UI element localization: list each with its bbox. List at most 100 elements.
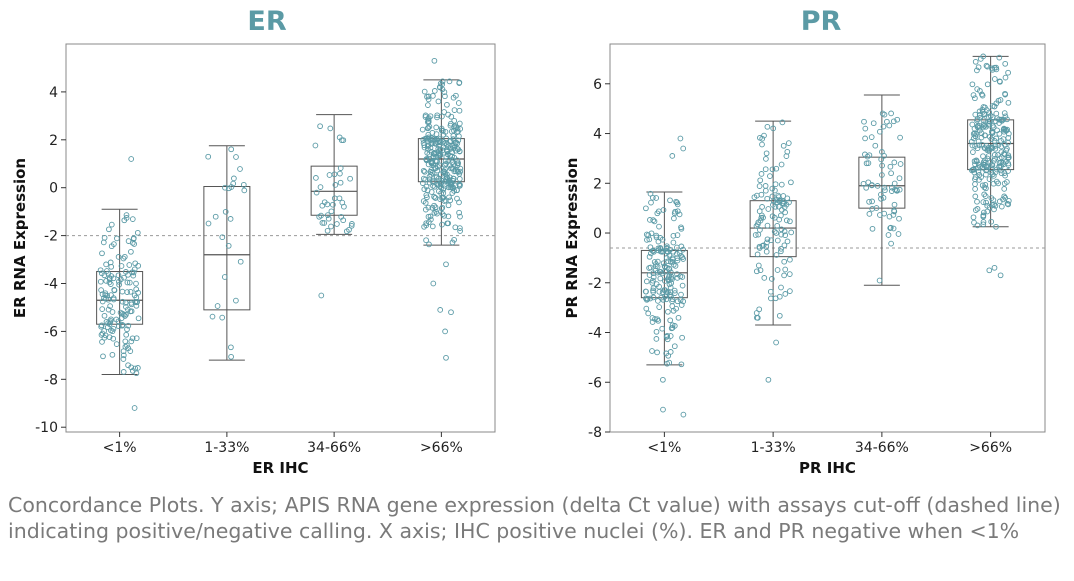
data-point <box>674 201 681 208</box>
data-point <box>969 81 976 88</box>
data-point <box>997 272 1004 279</box>
data-point <box>102 290 109 297</box>
data-point <box>994 127 1000 134</box>
data-point <box>237 166 243 172</box>
data-point <box>674 232 681 238</box>
data-point <box>773 252 780 258</box>
data-point <box>653 281 660 287</box>
data-point <box>128 308 135 315</box>
data-point <box>772 295 779 302</box>
data-point <box>431 193 437 200</box>
data-point <box>426 241 432 248</box>
data-point <box>880 123 887 130</box>
data-point <box>974 222 981 229</box>
data-point <box>102 292 109 298</box>
data-point <box>662 278 668 284</box>
data-point <box>679 282 686 289</box>
data-point <box>129 216 136 222</box>
data-point <box>104 268 110 274</box>
data-point <box>439 204 446 211</box>
data-point <box>678 291 684 298</box>
pr-x-tick-label-gt66pct: >66% <box>969 440 1012 456</box>
data-point <box>452 224 459 231</box>
data-point <box>764 222 771 229</box>
data-point <box>221 274 228 280</box>
data-point <box>979 109 986 115</box>
data-point <box>894 116 901 123</box>
data-point <box>434 167 441 174</box>
data-point <box>674 298 681 305</box>
data-point <box>645 310 652 317</box>
data-point <box>456 181 463 188</box>
data-point <box>972 181 978 187</box>
data-point <box>988 161 995 168</box>
data-point <box>657 275 664 282</box>
data-point <box>665 258 672 265</box>
data-point <box>982 123 989 130</box>
data-point <box>1005 152 1012 159</box>
data-point <box>110 335 117 342</box>
data-point <box>420 175 427 182</box>
data-point <box>429 170 436 176</box>
data-point <box>974 123 981 129</box>
data-point <box>133 280 139 287</box>
data-point <box>1004 200 1011 207</box>
data-point <box>772 181 779 188</box>
data-point <box>420 167 427 174</box>
data-point <box>1005 99 1012 106</box>
data-point <box>989 162 996 169</box>
data-point <box>107 259 114 266</box>
data-point <box>313 189 320 196</box>
data-point <box>430 179 436 186</box>
data-point <box>443 146 450 153</box>
data-point <box>771 228 778 235</box>
data-point <box>99 291 106 298</box>
data-point <box>970 214 977 221</box>
data-point <box>972 186 978 192</box>
data-point <box>126 279 133 286</box>
data-point <box>454 162 461 169</box>
er-y-tick-label: 4 <box>49 85 58 101</box>
data-point <box>669 303 676 309</box>
data-point <box>755 231 762 238</box>
data-point <box>866 211 873 217</box>
data-point <box>649 319 656 325</box>
data-point <box>989 171 996 178</box>
data-point <box>995 180 1002 187</box>
data-point <box>656 288 663 295</box>
data-point <box>647 295 654 302</box>
data-point <box>972 207 979 213</box>
pr-y-tick-label: -4 <box>588 326 602 342</box>
data-point <box>887 224 894 231</box>
data-point <box>986 118 993 125</box>
data-point <box>650 277 656 284</box>
data-point <box>1005 139 1011 146</box>
data-point <box>103 261 109 268</box>
data-point <box>982 181 989 188</box>
data-point <box>101 312 108 319</box>
data-point <box>444 151 451 157</box>
data-point <box>97 267 104 274</box>
data-point <box>131 292 138 299</box>
data-point <box>671 343 678 350</box>
data-point <box>447 174 453 181</box>
data-point <box>991 138 998 144</box>
data-point <box>968 138 975 145</box>
pr-panel: PR -8 -6 -4 -2 0 2 4 6 <1% 1-33% 34-66% >66% PR IHC PR… <box>563 6 1046 477</box>
data-point <box>123 331 130 338</box>
data-point <box>775 192 782 199</box>
data-point <box>455 146 462 153</box>
data-point <box>970 149 976 155</box>
data-point <box>974 198 980 205</box>
data-point <box>448 182 454 189</box>
pr-y-tick-label: 6 <box>593 77 602 93</box>
data-point <box>669 276 675 282</box>
data-point <box>778 231 785 238</box>
data-point <box>991 76 998 82</box>
data-point <box>99 250 105 257</box>
data-point <box>673 305 679 312</box>
data-point <box>891 159 898 166</box>
data-point <box>762 166 769 173</box>
data-point <box>227 216 234 222</box>
data-point <box>456 79 463 86</box>
